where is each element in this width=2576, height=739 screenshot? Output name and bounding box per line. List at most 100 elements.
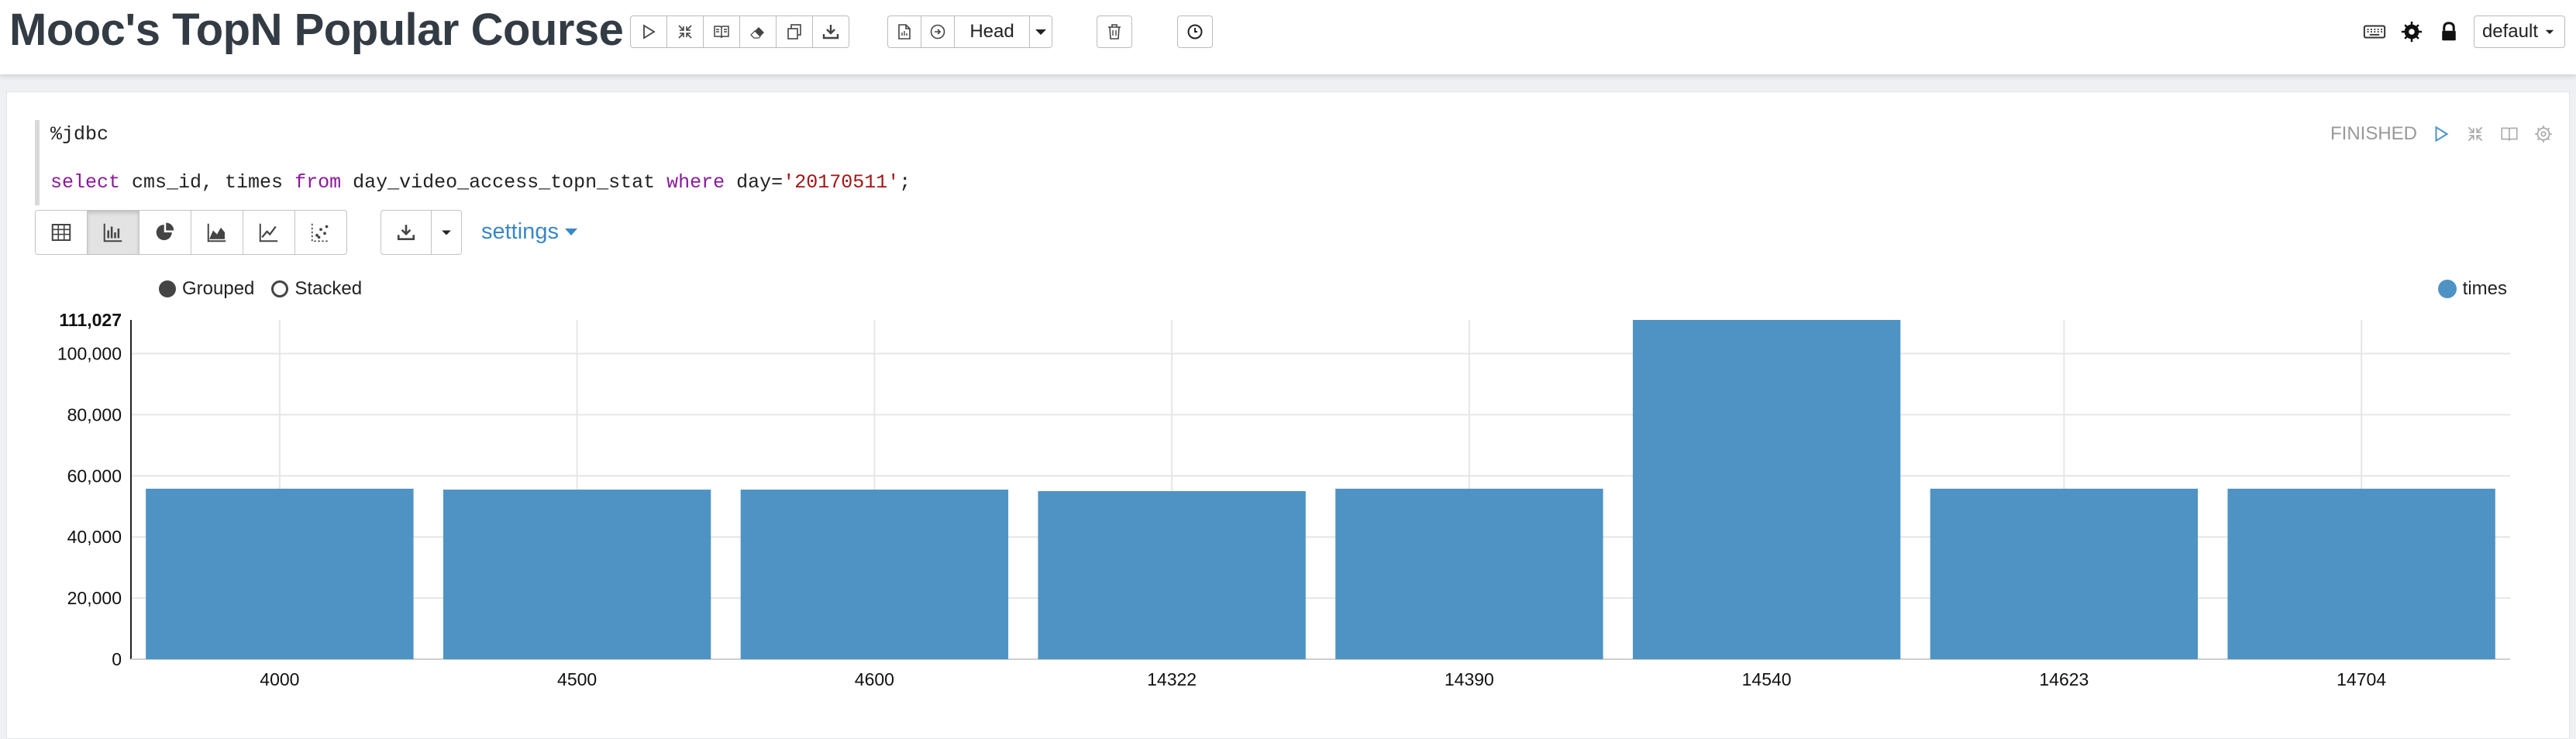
keyboard-icon xyxy=(2363,25,2386,39)
revision-selector[interactable]: Head xyxy=(954,15,1030,48)
play-icon[interactable] xyxy=(2431,124,2451,144)
query-end: ; xyxy=(899,171,911,194)
trash-icon xyxy=(1108,24,1121,40)
keyword-where: where xyxy=(666,171,725,194)
area-chart-view-button[interactable] xyxy=(191,210,243,255)
query-line: select cms_id, times from day_video_acce… xyxy=(50,171,911,194)
hide-code-button[interactable] xyxy=(666,15,704,48)
book-icon[interactable] xyxy=(2499,124,2519,144)
bar-chart-view-button[interactable] xyxy=(87,210,139,255)
table-icon xyxy=(51,224,71,241)
download-icon xyxy=(822,25,839,40)
interpreter-line: %jdbc xyxy=(50,123,109,146)
gear-icon[interactable] xyxy=(2533,124,2554,144)
status-text: FINISHED xyxy=(2330,123,2417,144)
commit-button[interactable] xyxy=(887,15,921,48)
theme-label: default xyxy=(2481,21,2538,42)
x-tick-label: 14704 xyxy=(2337,669,2386,689)
play-icon xyxy=(643,24,656,40)
notebook-header: Mooc's TopN Popular Course Head xyxy=(0,0,2576,74)
interpreter-binding-button[interactable] xyxy=(2399,19,2424,44)
file-icon xyxy=(898,24,911,40)
scheduler-button[interactable] xyxy=(1177,15,1213,48)
x-tick-label: 14623 xyxy=(2039,669,2089,689)
bar-chart-icon xyxy=(103,223,122,242)
bar xyxy=(146,488,414,659)
x-tick-label: 14540 xyxy=(1742,669,1792,689)
circle-arrow-icon xyxy=(930,24,945,40)
x-tick-label: 14322 xyxy=(1147,669,1197,689)
eraser-icon xyxy=(750,27,764,39)
stacked-label[interactable]: Stacked xyxy=(294,278,363,299)
notebook-title[interactable]: Mooc's TopN Popular Course xyxy=(9,5,624,55)
delete-notebook-button[interactable] xyxy=(1097,15,1132,48)
version-control: Head xyxy=(887,15,1052,50)
caret-down-icon xyxy=(1035,29,1046,35)
visualization-selector xyxy=(35,210,347,255)
clone-button[interactable] xyxy=(776,15,813,48)
scatter-chart-icon xyxy=(311,223,330,242)
scatter-chart-view-button[interactable] xyxy=(294,210,347,255)
y-tick-label: 0 xyxy=(112,649,122,669)
code-editor[interactable]: %jdbc select cms_id, times from day_vide… xyxy=(35,120,1124,205)
x-tick-label: 14390 xyxy=(1445,669,1494,689)
grouped-stacked-control: Grouped Stacked xyxy=(159,278,362,300)
download-format-dropdown[interactable] xyxy=(431,210,462,255)
area-chart-icon xyxy=(207,223,226,242)
hide-output-button[interactable] xyxy=(703,15,740,48)
legend-label[interactable]: times xyxy=(2462,278,2507,299)
clock-icon xyxy=(1187,24,1203,40)
notebook-actions xyxy=(630,15,849,50)
y-tick-label: 80,000 xyxy=(67,404,122,424)
bar xyxy=(1038,491,1306,659)
download-data-button[interactable] xyxy=(381,210,432,255)
legend-swatch[interactable] xyxy=(2437,280,2457,298)
x-tick-label: 4000 xyxy=(260,669,299,689)
bar xyxy=(1930,488,2199,659)
stacked-radio[interactable] xyxy=(271,280,289,297)
copy-icon xyxy=(787,24,801,40)
chart-legend: times xyxy=(2437,278,2507,300)
permissions-button[interactable] xyxy=(2437,19,2461,44)
grouped-radio[interactable] xyxy=(159,280,176,297)
caret-down-icon xyxy=(2545,29,2554,34)
grouped-label[interactable]: Grouped xyxy=(182,278,255,299)
delete-group xyxy=(1097,15,1132,50)
query-table: day_video_access_topn_stat xyxy=(341,171,667,194)
pie-chart-icon xyxy=(156,222,174,240)
settings-toggle[interactable]: settings xyxy=(481,219,577,245)
y-max-label: 111,027 xyxy=(59,310,122,330)
x-tick-label: 4500 xyxy=(557,669,597,689)
pie-chart-view-button[interactable] xyxy=(139,210,191,255)
settings-label: settings xyxy=(481,219,559,244)
download-group xyxy=(381,210,462,255)
query-value: '20170511' xyxy=(783,171,900,194)
bar-chart: 0 20,000 40,000 60,000 80,000 100,000 111,027 4… xyxy=(57,310,2510,689)
theme-dropdown[interactable]: default xyxy=(2473,15,2565,48)
y-tick-label: 20,000 xyxy=(67,588,122,608)
set-revision-button[interactable] xyxy=(921,15,955,48)
revision-dropdown-button[interactable] xyxy=(1029,15,1052,48)
collapse-icon xyxy=(678,25,692,39)
query-condition: day= xyxy=(725,171,783,194)
paragraph-status-bar: FINISHED xyxy=(2330,123,2554,145)
query-columns: cms_id, times xyxy=(120,171,295,194)
book-icon xyxy=(714,26,729,39)
y-tick-label: 40,000 xyxy=(67,527,122,547)
line-chart-icon xyxy=(259,223,278,242)
export-button[interactable] xyxy=(812,15,849,48)
y-tick-label: 60,000 xyxy=(67,466,122,486)
keyword-from: from xyxy=(294,171,342,194)
line-chart-view-button[interactable] xyxy=(243,210,295,255)
collapse-icon[interactable] xyxy=(2465,124,2485,144)
scheduler-group xyxy=(1177,15,1213,50)
caret-down-icon xyxy=(442,230,451,235)
bar xyxy=(1632,320,1901,659)
keyword-select: select xyxy=(50,171,121,194)
shortcut-button[interactable] xyxy=(2362,19,2387,44)
bar xyxy=(740,490,1009,659)
header-right-tools: default xyxy=(2362,15,2565,48)
clear-output-button[interactable] xyxy=(739,15,777,48)
table-view-button[interactable] xyxy=(35,210,88,255)
run-all-button[interactable] xyxy=(630,15,667,48)
